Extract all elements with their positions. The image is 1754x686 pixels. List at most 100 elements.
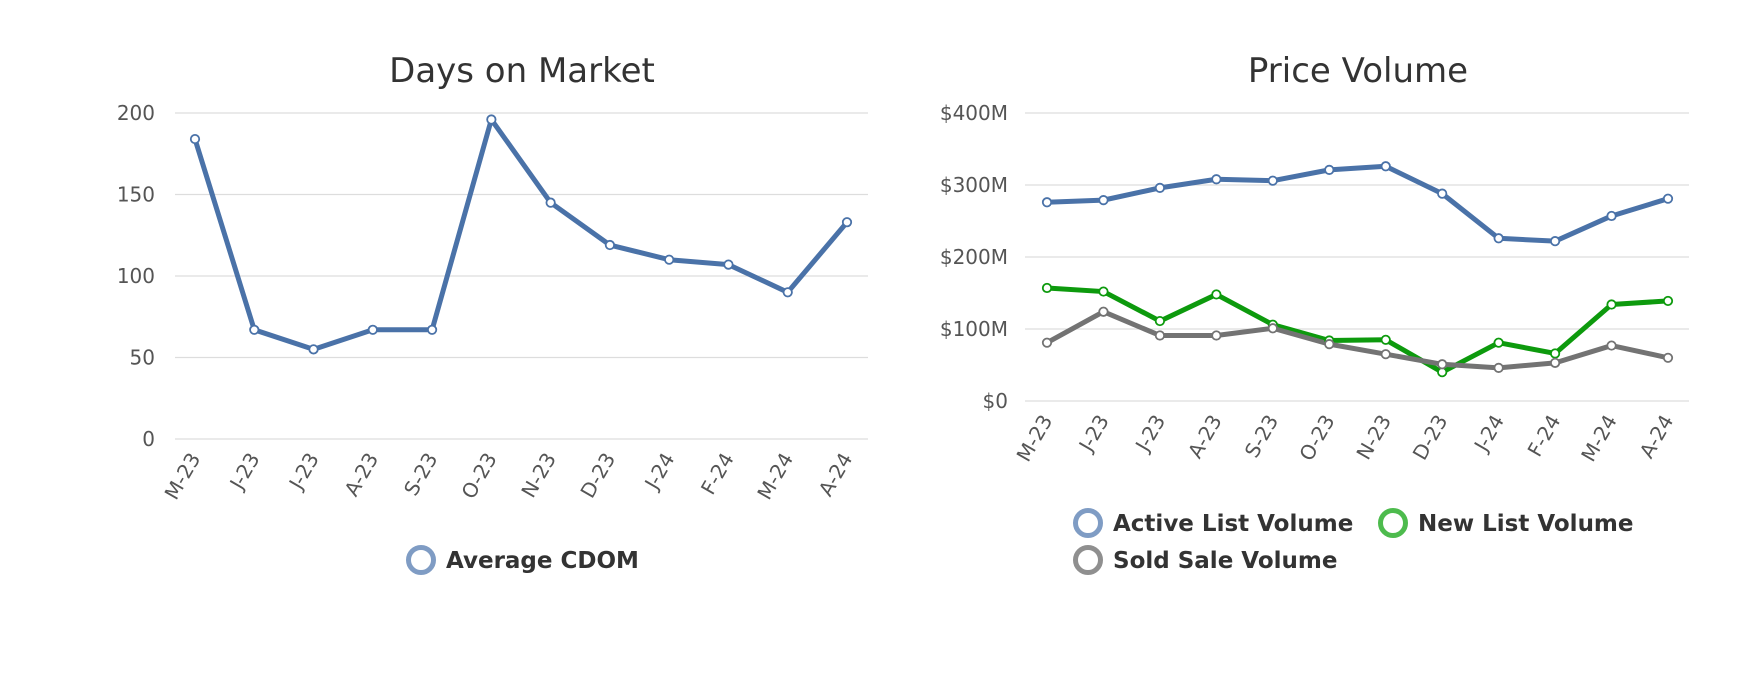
x-tick-label: D-23 bbox=[1408, 411, 1453, 465]
data-point bbox=[841, 217, 853, 228]
y-tick-label: 50 bbox=[130, 346, 155, 370]
y-tick-label: 150 bbox=[117, 183, 155, 207]
legend-item[interactable]: New List Volume bbox=[1378, 508, 1634, 538]
legend[interactable]: Active List Volume New List Volume Sold Sa… bbox=[1073, 508, 1634, 575]
y-tick-label: 200 bbox=[117, 101, 155, 125]
data-point bbox=[545, 197, 556, 208]
y-tick-label: $0 bbox=[983, 389, 1008, 413]
x-tick-label: M-23 bbox=[160, 449, 206, 504]
data-point bbox=[426, 324, 438, 335]
x-tick-label: M-24 bbox=[752, 449, 798, 504]
x-tick-label: J-23 bbox=[1073, 411, 1114, 458]
x-tick-label: J-23 bbox=[224, 449, 265, 496]
data-point bbox=[1098, 195, 1109, 206]
data-point bbox=[1267, 175, 1278, 186]
legend-item[interactable]: Average CDOM bbox=[406, 545, 639, 575]
data-point bbox=[604, 239, 616, 251]
x-tick-label: N-23 bbox=[1351, 411, 1396, 464]
x-tick-label: J-24 bbox=[639, 449, 680, 496]
data-point bbox=[1267, 323, 1278, 334]
x-tick-label: J-23 bbox=[283, 449, 324, 496]
price-volume-chart: Price Volume $400M $300M $200M $100M $0 M-23… bbox=[940, 51, 1689, 575]
series-lines bbox=[189, 114, 853, 355]
y-tick-label: $100M bbox=[940, 317, 1008, 341]
data-point bbox=[1380, 161, 1391, 172]
x-axis-ticks: M-23 J-23 J-23 A-23 S-23 O-23 N-23 D-23 J-24 F-24… bbox=[160, 449, 858, 504]
x-tick-label: D-23 bbox=[575, 449, 620, 503]
data-point bbox=[1211, 289, 1222, 300]
data-point bbox=[723, 259, 734, 270]
data-point bbox=[1041, 197, 1053, 208]
data-point bbox=[1324, 339, 1335, 350]
y-tick-label: 100 bbox=[117, 264, 155, 288]
x-tick-label: N-23 bbox=[516, 449, 561, 502]
x-tick-label: A-24 bbox=[1635, 411, 1679, 463]
data-point bbox=[1493, 233, 1504, 244]
y-grid bbox=[175, 112, 868, 440]
data-point bbox=[189, 133, 201, 145]
data-point bbox=[782, 287, 793, 298]
x-tick-label: M-24 bbox=[1576, 411, 1622, 466]
x-tick-label: O-23 bbox=[1294, 411, 1339, 465]
series-line bbox=[1044, 285, 1671, 375]
x-axis-ticks: M-23 J-23 J-23 A-23 S-23 O-23 N-23 D-23 J-24 F-24… bbox=[1012, 411, 1679, 466]
y-axis-ticks: $400M $300M $200M $100M $0 bbox=[940, 101, 1008, 413]
data-point bbox=[1493, 337, 1504, 348]
data-point bbox=[1041, 282, 1053, 294]
chart-title: Price Volume bbox=[1248, 51, 1468, 91]
series-line bbox=[1044, 163, 1671, 244]
legend[interactable]: Average CDOM bbox=[406, 545, 639, 575]
data-point bbox=[1662, 352, 1674, 363]
data-point bbox=[664, 254, 675, 265]
series-lines bbox=[1041, 161, 1674, 378]
x-tick-label: A-23 bbox=[339, 449, 383, 501]
x-tick-label: F-24 bbox=[1523, 411, 1566, 461]
y-tick-label: 0 bbox=[142, 427, 155, 451]
data-point bbox=[1606, 299, 1617, 310]
data-point bbox=[1437, 188, 1448, 199]
data-point bbox=[1380, 334, 1391, 345]
data-point bbox=[486, 114, 497, 125]
data-point bbox=[1493, 362, 1504, 373]
data-point bbox=[367, 324, 378, 335]
legend-label: Sold Sale Volume bbox=[1113, 548, 1337, 574]
x-tick-label: M-23 bbox=[1012, 411, 1058, 466]
data-point bbox=[1154, 315, 1166, 327]
legend-label: Active List Volume bbox=[1113, 511, 1353, 537]
data-point bbox=[249, 324, 260, 335]
data-point bbox=[1662, 193, 1674, 204]
y-tick-label: $400M bbox=[940, 101, 1008, 125]
data-point bbox=[1437, 359, 1448, 370]
data-point bbox=[1606, 210, 1617, 222]
x-tick-label: S-23 bbox=[1240, 411, 1283, 462]
data-point bbox=[1041, 337, 1053, 348]
y-grid bbox=[1025, 112, 1689, 402]
data-point bbox=[1549, 236, 1561, 247]
legend-marker-icon bbox=[1378, 508, 1408, 538]
legend-label: Average CDOM bbox=[446, 548, 639, 574]
data-point bbox=[1098, 306, 1109, 317]
series-line bbox=[192, 117, 850, 352]
data-point bbox=[1324, 164, 1335, 175]
days-on-market-chart: Days on Market 200 150 100 50 0 M-23 J-23 J-23… bbox=[117, 51, 868, 575]
data-point bbox=[1662, 295, 1674, 307]
data-point bbox=[1154, 182, 1166, 193]
legend-marker-icon bbox=[1073, 545, 1103, 575]
data-point bbox=[1549, 357, 1561, 368]
y-tick-label: $300M bbox=[940, 173, 1008, 197]
legend-item[interactable]: Sold Sale Volume bbox=[1073, 545, 1338, 575]
data-point bbox=[1098, 286, 1109, 297]
legend-item[interactable]: Active List Volume bbox=[1073, 508, 1354, 538]
y-axis-ticks: 200 150 100 50 0 bbox=[117, 101, 155, 451]
x-tick-label: S-23 bbox=[399, 449, 442, 500]
y-tick-label: $200M bbox=[940, 245, 1008, 269]
x-tick-label: A-23 bbox=[1183, 411, 1227, 463]
x-tick-label: J-24 bbox=[1468, 411, 1509, 458]
chart-title: Days on Market bbox=[389, 51, 655, 91]
data-point bbox=[1380, 349, 1391, 360]
data-point bbox=[1211, 174, 1222, 185]
data-point bbox=[1154, 330, 1166, 341]
series-line bbox=[1044, 309, 1671, 371]
x-tick-label: F-24 bbox=[696, 449, 739, 499]
